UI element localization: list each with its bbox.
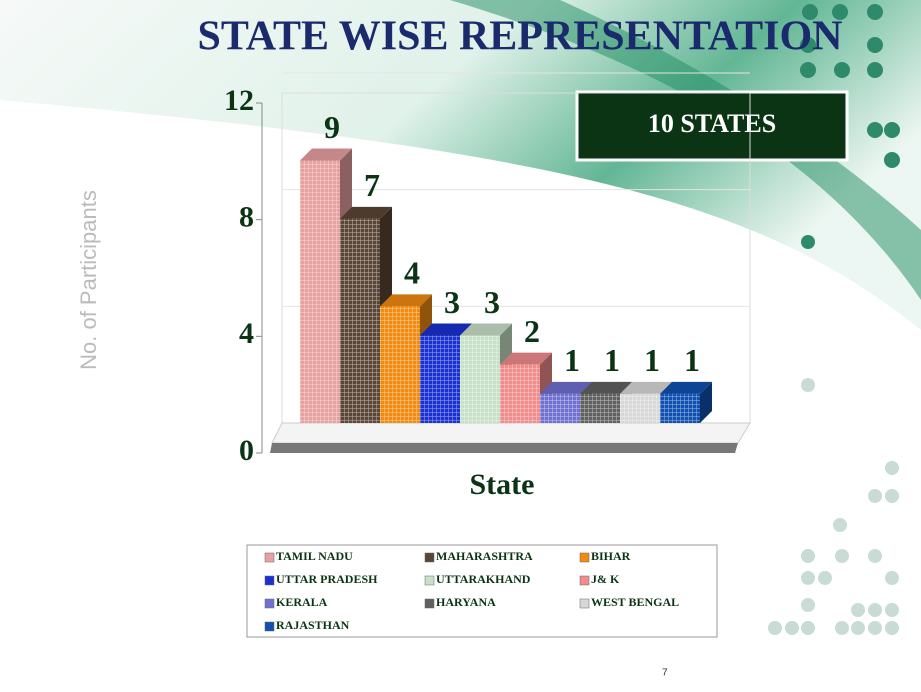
bar-top	[500, 352, 552, 365]
legend-swatch	[264, 552, 275, 563]
bar-top	[420, 323, 472, 336]
bar-texture	[580, 393, 620, 423]
badge: 10 STATES	[648, 109, 776, 138]
bar-top	[380, 294, 432, 307]
legend-label: UTTAR PRADESH	[276, 572, 378, 586]
y-axis-label: No. of Participants	[76, 190, 101, 370]
page-number: 7	[662, 668, 668, 679]
data-label: 3	[444, 284, 460, 320]
bar-top	[300, 148, 352, 161]
legend-label: HARYANA	[436, 595, 496, 609]
bar-top	[340, 206, 392, 219]
bar-texture	[300, 160, 340, 423]
legend-label: WEST BENGAL	[591, 595, 679, 609]
bar-texture	[620, 393, 660, 423]
legend-label: MAHARASHTRA	[436, 549, 533, 563]
x-axis-label: State	[470, 468, 535, 501]
data-label: 4	[404, 255, 420, 291]
legend-swatch	[264, 575, 275, 586]
legend-swatch	[264, 621, 275, 632]
bar-texture	[660, 393, 700, 423]
bar-texture	[500, 364, 540, 423]
bar-texture	[340, 218, 380, 423]
data-label: 2	[524, 313, 540, 349]
bar-texture	[380, 306, 420, 423]
legend-swatch	[264, 598, 275, 609]
title: STATE WISE REPRESENTATION	[198, 14, 843, 60]
legend-label: RAJASTHAN	[276, 618, 350, 632]
bar-side	[700, 381, 712, 423]
legend-label: J& K	[591, 572, 620, 586]
data-label: 1	[684, 342, 700, 378]
legend	[246, 544, 718, 638]
legend-label: KERALA	[276, 595, 328, 609]
y-tick-label: 0	[239, 434, 254, 467]
bar-texture	[540, 393, 580, 423]
bar-texture	[420, 335, 460, 423]
bar-texture	[460, 335, 500, 423]
bar-top	[540, 381, 592, 394]
y-tick-label: 12	[224, 84, 254, 117]
y-tick-label: 4	[239, 317, 254, 350]
badge-box	[575, 90, 849, 162]
y-tick-label: 8	[239, 201, 254, 234]
bar-top	[460, 323, 512, 336]
data-label: 1	[564, 342, 580, 378]
data-label: 1	[604, 342, 620, 378]
dots	[800, 4, 900, 249]
bar-top	[620, 381, 672, 394]
bar-top	[660, 381, 712, 394]
legend-swatch	[424, 598, 435, 609]
data-label: 3	[484, 284, 500, 320]
light-dots	[768, 378, 899, 635]
legend-swatch	[579, 598, 590, 609]
bar-top	[580, 381, 632, 394]
data-label: 9	[324, 109, 340, 145]
legend-swatch	[579, 575, 590, 586]
floor-edge	[270, 443, 738, 453]
legend-swatch	[579, 552, 590, 563]
floor	[271, 422, 751, 444]
legend-swatch	[424, 552, 435, 563]
data-label: 1	[644, 342, 660, 378]
legend-label: UTTARAKHAND	[436, 572, 531, 586]
legend-swatch	[424, 575, 435, 586]
legend-label: TAMIL NADU	[276, 549, 353, 563]
data-label: 7	[364, 167, 380, 203]
legend-label: BIHAR	[591, 549, 631, 563]
